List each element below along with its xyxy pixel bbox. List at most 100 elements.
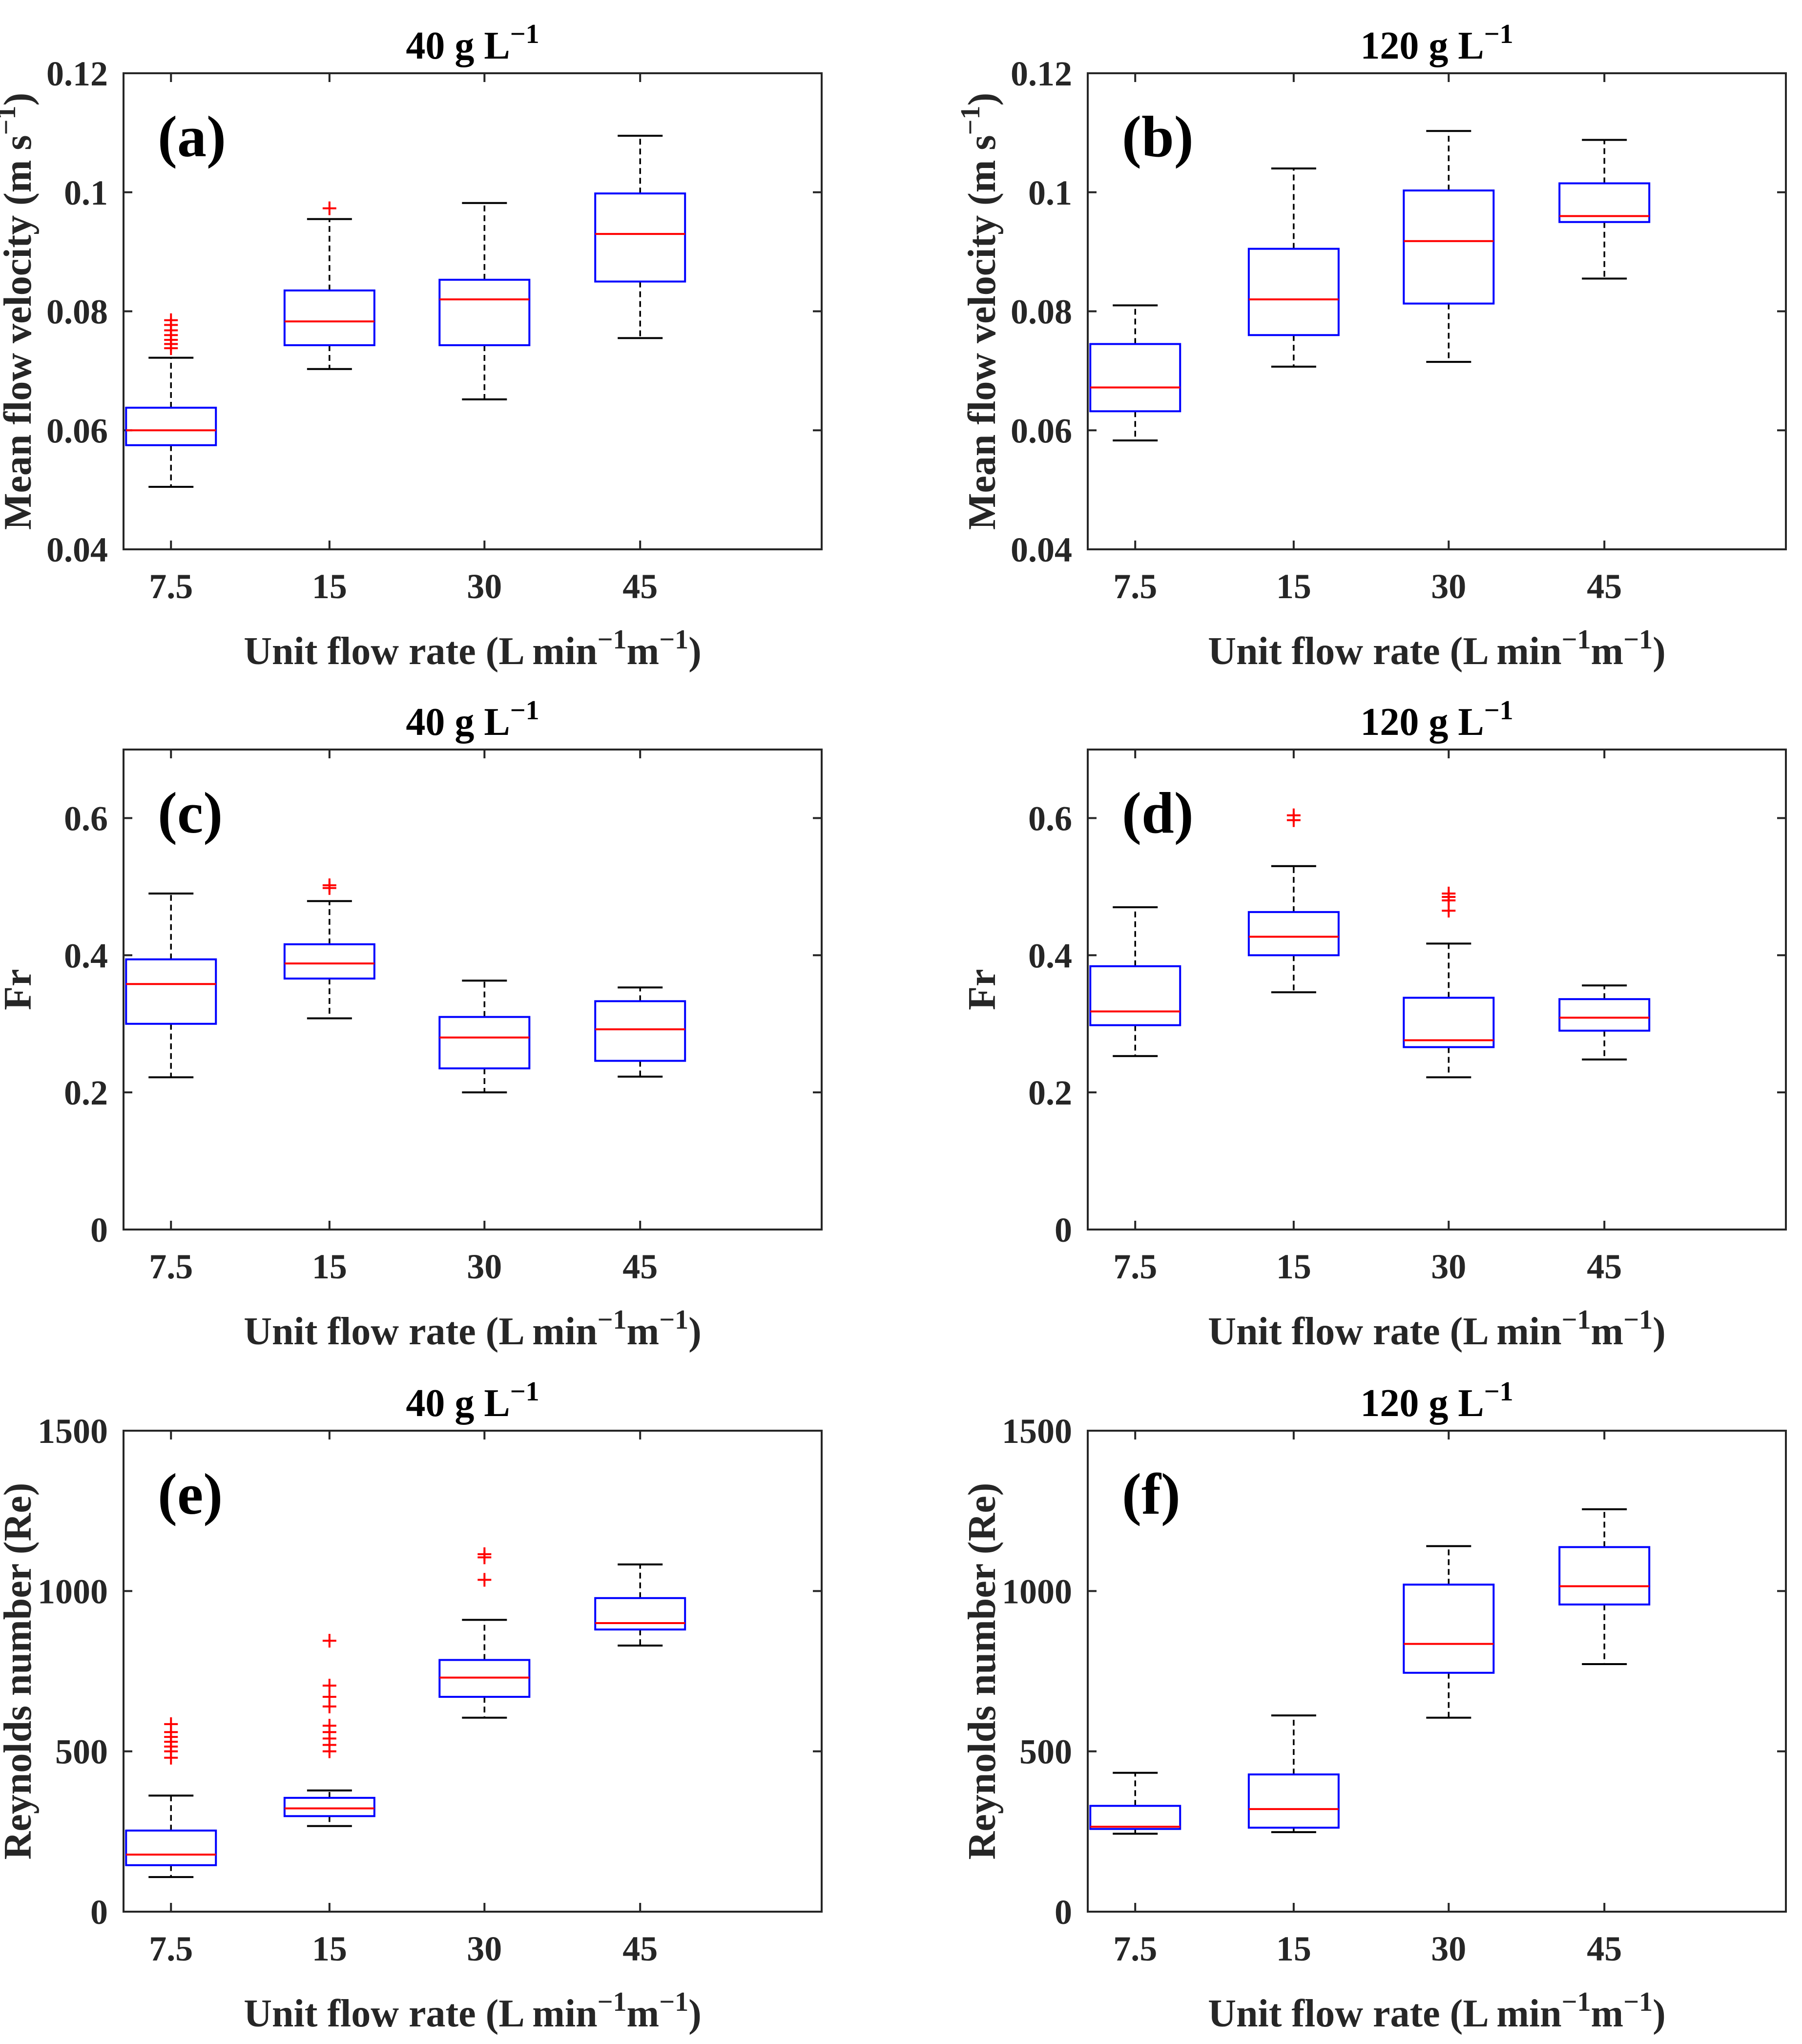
x-axis-label: Unit flow rate (L min−1m−1)	[1208, 625, 1666, 673]
outlier-marker	[322, 878, 336, 893]
y-axis-label-main: Mean flow velocity (m s	[961, 135, 1004, 530]
panel-title-main: 120 g L	[1360, 1382, 1484, 1425]
x-axis-label-mid: m	[627, 1992, 660, 2035]
y-tick-label: 1000	[38, 1572, 108, 1611]
y-axis-label-main: Fr	[961, 969, 1004, 1010]
panel-label: (d)	[1122, 780, 1194, 845]
box	[1403, 1584, 1495, 1674]
panel-title: 120 g L−1	[1360, 695, 1513, 744]
x-tick-label: 45	[1587, 567, 1622, 606]
box	[1089, 1805, 1181, 1830]
y-axis-label-end: )	[961, 93, 1004, 106]
panel-title: 40 g L−1	[406, 695, 539, 744]
x-tick-label: 45	[622, 1247, 658, 1286]
x-axis-label-sup1: −1	[598, 1305, 627, 1335]
outlier-marker	[322, 201, 336, 215]
y-tick-label: 0.2	[64, 1073, 108, 1112]
y-tick-label: 0.04	[1011, 530, 1072, 569]
y-axis-label-sup: −1	[0, 106, 21, 135]
panel-title-sup: −1	[510, 1377, 539, 1407]
panel-title: 120 g L−1	[1360, 19, 1513, 67]
x-axis-label-sup1: −1	[1562, 1987, 1591, 2017]
outlier-marker	[322, 1719, 336, 1733]
x-axis-label-sup2: −1	[1623, 625, 1653, 655]
y-tick-label: 0	[90, 1893, 108, 1932]
outlier-marker	[322, 1679, 336, 1693]
y-tick-label: 1500	[1002, 1412, 1072, 1451]
outlier-marker	[477, 1573, 492, 1587]
x-axis-label-main: Unit flow rate (L min	[244, 630, 597, 673]
x-axis-label: Unit flow rate (L min−1m−1)	[1208, 1305, 1666, 1353]
y-axis-label: Fr	[961, 969, 1004, 1010]
panel-title-sup: −1	[510, 695, 539, 726]
box	[1247, 248, 1340, 336]
y-tick-label: 0.1	[64, 173, 108, 212]
x-tick-label: 15	[312, 1929, 347, 1968]
box	[594, 192, 686, 283]
x-tick-label: 45	[1587, 1929, 1622, 1968]
x-tick-label: 7.5	[1113, 567, 1157, 606]
x-axis-label: Unit flow rate (L min−1m−1)	[244, 1987, 702, 2035]
x-tick-label: 15	[1276, 567, 1311, 606]
x-axis-label-main: Unit flow rate (L min	[1208, 1310, 1561, 1353]
box	[1558, 998, 1651, 1032]
y-axis-label-main: Mean flow velocity (m s	[0, 135, 40, 530]
chart-panel-b: 0.040.060.080.10.127.5 15 30 45(b)120 g L−1…	[955, 19, 1787, 673]
x-axis-label-sup2: −1	[659, 1305, 688, 1335]
x-axis-label-end: )	[1653, 1992, 1666, 2035]
y-tick-label: 0.06	[46, 411, 108, 450]
box	[283, 289, 375, 346]
box	[1558, 1546, 1651, 1606]
x-axis-label-main: Unit flow rate (L min	[1208, 630, 1561, 673]
x-tick-label: 7.5	[1113, 1247, 1157, 1286]
x-axis-label-sup2: −1	[1623, 1305, 1653, 1335]
box	[438, 1016, 531, 1069]
y-tick-label: 0.12	[1011, 54, 1072, 93]
panel-title-main: 40 g L	[406, 701, 510, 744]
y-axis-label: Reynolds number (Re)	[961, 1483, 1004, 1860]
y-tick-label: 0.1	[1028, 173, 1072, 212]
x-axis-label: Unit flow rate (L min−1m−1)	[1208, 1987, 1666, 2035]
x-axis-label-end: )	[1653, 630, 1666, 673]
x-axis-label-sup1: −1	[598, 1987, 627, 2017]
panel-title: 120 g L−1	[1360, 1377, 1513, 1425]
y-tick-label: 0.04	[46, 530, 108, 569]
y-tick-label: 0.12	[46, 54, 108, 93]
x-tick-label: 7.5	[1113, 1929, 1157, 1968]
x-tick-label: 30	[467, 1929, 502, 1968]
panel-label: (f)	[1122, 1461, 1181, 1526]
outlier-marker	[164, 313, 178, 327]
box	[1089, 343, 1181, 413]
box	[594, 1000, 686, 1062]
y-axis-label: Mean flow velocity (m s−1)	[955, 93, 1004, 530]
panel-title-sup: −1	[1484, 695, 1513, 726]
x-axis-label-sup1: −1	[1562, 1305, 1591, 1335]
box	[1403, 189, 1495, 305]
y-tick-label: 0	[1055, 1893, 1072, 1932]
box	[438, 278, 531, 346]
outlier-marker	[322, 1634, 336, 1648]
box	[1403, 997, 1495, 1048]
x-tick-label: 15	[312, 1247, 347, 1286]
x-tick-label: 30	[1431, 1929, 1466, 1968]
box	[1089, 965, 1181, 1026]
x-axis-label-sup2: −1	[1623, 1987, 1653, 2017]
y-tick-label: 0	[1055, 1210, 1072, 1250]
y-tick-label: 0.4	[64, 936, 108, 975]
x-axis-label-end: )	[688, 630, 702, 673]
x-axis-label-mid: m	[1591, 1310, 1624, 1353]
x-tick-label: 30	[467, 567, 502, 606]
y-tick-label: 0.4	[1028, 936, 1072, 975]
y-tick-label: 0.6	[64, 799, 108, 838]
x-axis-label-end: )	[688, 1310, 702, 1353]
x-tick-label: 30	[467, 1247, 502, 1286]
panel-title-sup: −1	[1484, 19, 1513, 49]
y-axis-label-end: )	[0, 93, 40, 106]
x-axis-label: Unit flow rate (L min−1m−1)	[244, 625, 702, 673]
box	[125, 1829, 217, 1866]
outlier-marker	[1442, 886, 1456, 900]
x-axis-label-end: )	[1653, 1310, 1666, 1353]
